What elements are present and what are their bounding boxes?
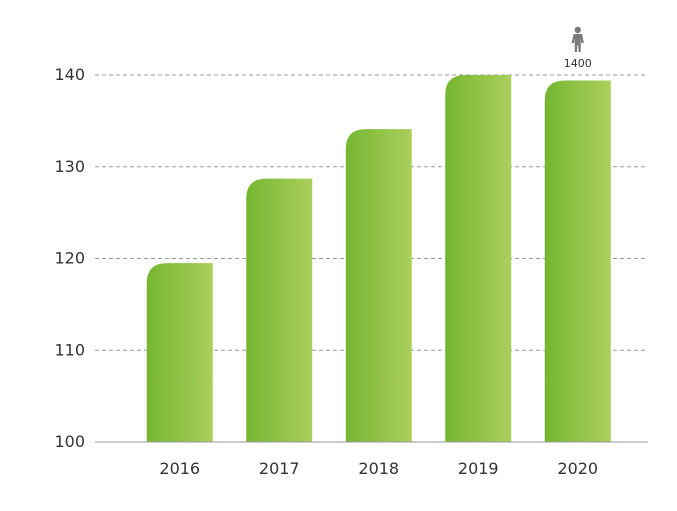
x-tick-label: 2017 — [259, 459, 300, 478]
bar-2019 — [445, 75, 512, 442]
x-tick-label: 2018 — [358, 459, 399, 478]
annotation-label: 1400 — [564, 57, 592, 70]
bar-2020 — [544, 80, 611, 442]
y-tick-label: 100 — [54, 432, 85, 451]
x-tick-label: 2016 — [159, 459, 200, 478]
x-tick-label: 2020 — [557, 459, 598, 478]
axes: 100 110 120 130 140 2016 2017 2018 2019 2020 — [54, 65, 648, 478]
bar-2016 — [146, 263, 213, 442]
bar-2017 — [246, 178, 313, 443]
bars — [146, 75, 611, 443]
y-tick-label: 140 — [54, 65, 85, 84]
y-tick-label: 120 — [54, 249, 85, 268]
x-tick-label: 2019 — [458, 459, 499, 478]
y-tick-label: 110 — [54, 340, 85, 359]
annotation: 1400 — [564, 26, 592, 70]
y-tick-label: 130 — [54, 157, 85, 176]
person-icon — [571, 26, 584, 52]
bar-2018 — [345, 129, 412, 442]
